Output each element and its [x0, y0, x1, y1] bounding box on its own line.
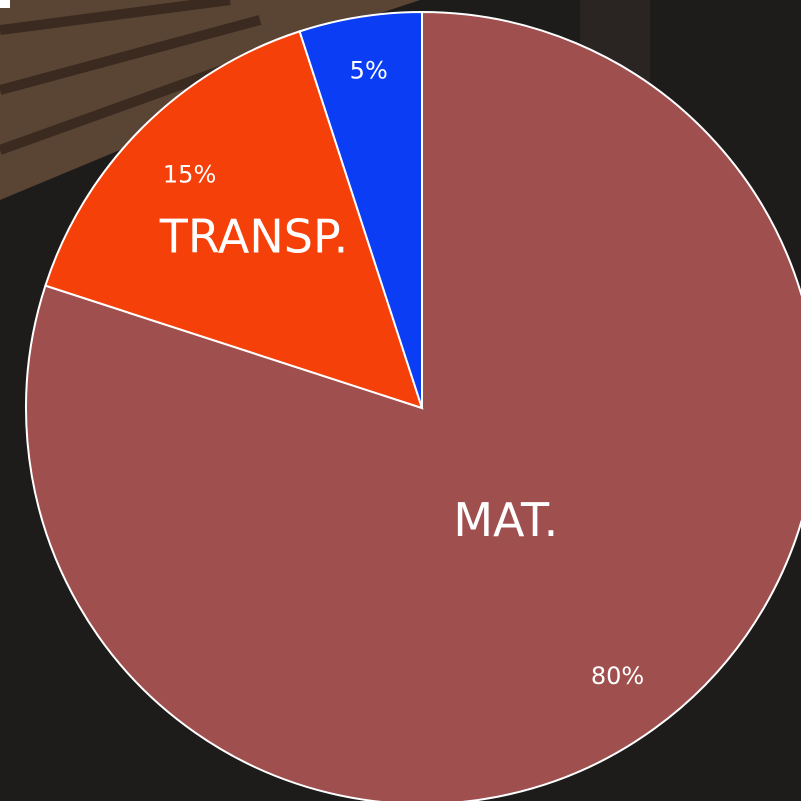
slice-label: MAT. — [453, 493, 558, 547]
slice-percent: 15% — [163, 161, 216, 189]
slice-percent: 80% — [591, 662, 644, 690]
slice-percent: 5% — [350, 57, 388, 85]
pie: 80% MAT. 15% TRANSP. 5% — [26, 12, 801, 801]
slice-label: TRANSP. — [159, 209, 348, 263]
page: 80%MAT.15%TRANSP.5% (() => { const data … — [0, 0, 801, 801]
chart: 80% MAT. 15% TRANSP. 5% — [0, 0, 801, 801]
